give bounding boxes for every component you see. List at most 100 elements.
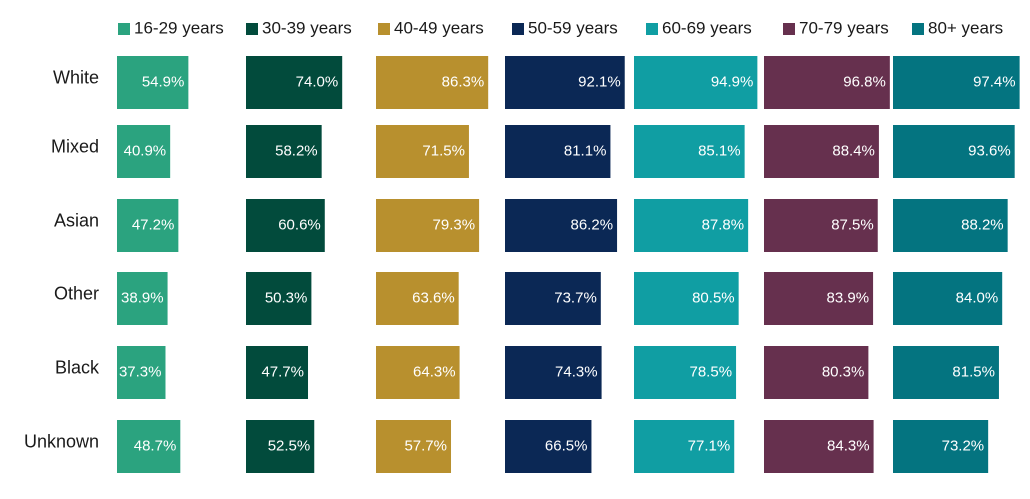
bar-40-49-years-other [376,272,459,325]
bar-label-16-29-years-black: 37.3% [119,363,162,380]
legend-swatch-30-39-years [246,23,258,35]
bar-label-40-49-years-white: 86.3% [442,73,485,90]
bar-80-years-unknown [893,420,989,473]
bar-60-69-years-black [634,346,737,399]
bar-40-49-years-black [376,346,460,399]
bar-label-50-59-years-other: 73.7% [554,289,597,306]
bar-label-50-59-years-asian: 86.2% [571,216,614,233]
bar-30-39-years-white [246,56,343,109]
bar-50-59-years-white [505,56,625,109]
row-label-white: White [53,67,99,87]
bar-label-50-59-years-mixed: 81.1% [564,142,607,159]
bar-label-40-49-years-asian: 79.3% [433,216,476,233]
bar-label-30-39-years-asian: 60.6% [278,216,321,233]
bar-40-49-years-white [376,56,489,109]
bar-50-59-years-mixed [505,125,611,178]
bar-16-29-years-unknown [117,420,181,473]
legend-swatch-50-59-years [512,23,524,35]
bar-30-39-years-black [246,346,309,399]
bar-30-39-years-mixed [246,125,322,178]
bar-label-40-49-years-unknown: 57.7% [404,437,447,454]
bar-80-years-mixed [893,125,1015,178]
bar-80-years-white [893,56,1020,109]
legend-swatch-16-29-years [118,23,130,35]
bar-60-69-years-asian [634,199,749,252]
bar-50-59-years-unknown [505,420,592,473]
bar-label-60-69-years-asian: 87.8% [702,216,745,233]
bar-16-29-years-white [117,56,189,109]
bar-70-79-years-white [764,56,890,109]
bar-70-79-years-mixed [764,125,879,178]
bar-label-40-49-years-mixed: 71.5% [422,142,465,159]
bar-label-16-29-years-white: 54.9% [142,73,185,90]
row-label-other: Other [54,283,99,303]
row-labels: White Mixed Asian Other Black Unknown [24,67,100,451]
bar-label-16-29-years-asian: 47.2% [132,216,175,233]
bar-60-69-years-other [634,272,739,325]
bar-label-30-39-years-white: 74.0% [296,73,339,90]
bar-label-60-69-years-white: 94.9% [711,73,754,90]
bar-16-29-years-black [117,346,166,399]
bar-60-69-years-white [634,56,758,109]
bar-label-70-79-years-white: 96.8% [843,73,886,90]
bar-40-49-years-unknown [376,420,452,473]
bar-label-70-79-years-asian: 87.5% [831,216,874,233]
bar-16-29-years-other [117,272,168,325]
legend: 16-29 years 30-39 years 40-49 years 50-59 y… [118,18,1003,37]
bar-label-16-29-years-unknown: 48.7% [134,437,177,454]
bar-50-59-years-other [505,272,601,325]
bar-40-49-years-asian [376,199,480,252]
bar-label-50-59-years-black: 74.3% [555,363,598,380]
bar-60-69-years-unknown [634,420,735,473]
bar-label-80-years-unknown: 73.2% [942,437,985,454]
bar-label-80-years-asian: 88.2% [961,216,1004,233]
bar-40-49-years-mixed [376,125,469,178]
bar-label-30-39-years-other: 50.3% [265,289,308,306]
bar-label-16-29-years-mixed: 40.9% [124,142,167,159]
bar-label-30-39-years-unknown: 52.5% [268,437,311,454]
bar-30-39-years-asian [246,199,325,252]
bar-label-80-years-other: 84.0% [956,289,999,306]
bar-60-69-years-mixed [634,125,745,178]
row-label-asian: Asian [54,210,99,230]
bar-70-79-years-other [764,272,874,325]
legend-label-30-39-years: 30-39 years [262,18,352,37]
bar-label-60-69-years-black: 78.5% [690,363,733,380]
bars: 54.9% 40.9% 47.2% 38.9% 37.3% 48.7% 74.0% 58.2%… [117,56,1020,473]
bar-label-16-29-years-other: 38.9% [121,289,164,306]
bar-80-years-black [893,346,999,399]
bar-70-79-years-unknown [764,420,874,473]
bar-70-79-years-black [764,346,869,399]
bar-label-80-years-black: 81.5% [952,363,995,380]
bar-label-70-79-years-mixed: 88.4% [832,142,875,159]
bar-label-50-59-years-white: 92.1% [578,73,621,90]
bar-16-29-years-mixed [117,125,171,178]
bar-label-70-79-years-unknown: 84.3% [827,437,870,454]
legend-label-50-59-years: 50-59 years [528,18,618,37]
bar-label-80-years-mixed: 93.6% [968,142,1011,159]
row-label-unknown: Unknown [24,431,99,451]
bar-label-60-69-years-mixed: 85.1% [698,142,741,159]
bar-80-years-other [893,272,1003,325]
legend-label-80-years: 80+ years [928,18,1003,37]
bar-label-40-49-years-black: 64.3% [413,363,456,380]
bar-label-70-79-years-other: 83.9% [827,289,870,306]
bar-30-39-years-unknown [246,420,315,473]
bar-label-70-79-years-black: 80.3% [822,363,865,380]
bar-label-40-49-years-other: 63.6% [412,289,455,306]
bar-16-29-years-asian [117,199,179,252]
legend-swatch-80-years [912,23,924,35]
bar-30-39-years-other [246,272,312,325]
legend-swatch-70-79-years [783,23,795,35]
legend-label-70-79-years: 70-79 years [799,18,889,37]
legend-label-16-29-years: 16-29 years [134,18,224,37]
bar-label-30-39-years-black: 47.7% [261,363,304,380]
row-label-mixed: Mixed [51,136,99,156]
legend-swatch-40-49-years [378,23,390,35]
bar-80-years-asian [893,199,1008,252]
legend-label-40-49-years: 40-49 years [394,18,484,37]
bar-label-50-59-years-unknown: 66.5% [545,437,588,454]
bar-50-59-years-black [505,346,602,399]
bar-50-59-years-asian [505,199,618,252]
